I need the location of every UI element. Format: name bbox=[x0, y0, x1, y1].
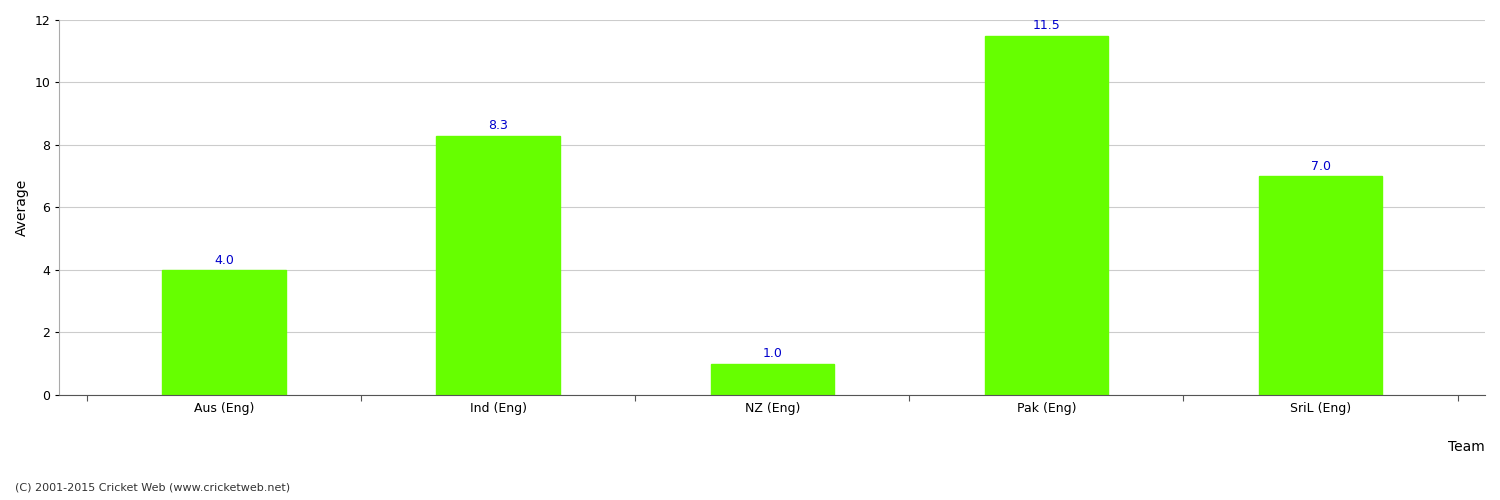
Bar bbox=[984, 36, 1108, 395]
Text: (C) 2001-2015 Cricket Web (www.cricketweb.net): (C) 2001-2015 Cricket Web (www.cricketwe… bbox=[15, 482, 290, 492]
Bar bbox=[162, 270, 285, 395]
Bar bbox=[436, 136, 560, 395]
Y-axis label: Average: Average bbox=[15, 179, 28, 236]
Text: 1.0: 1.0 bbox=[762, 348, 782, 360]
Text: 8.3: 8.3 bbox=[488, 120, 508, 132]
Text: 11.5: 11.5 bbox=[1032, 20, 1060, 32]
Text: 4.0: 4.0 bbox=[214, 254, 234, 266]
Bar bbox=[711, 364, 834, 395]
Bar bbox=[1258, 176, 1382, 395]
Text: Team: Team bbox=[1448, 440, 1485, 454]
Text: 7.0: 7.0 bbox=[1311, 160, 1330, 173]
